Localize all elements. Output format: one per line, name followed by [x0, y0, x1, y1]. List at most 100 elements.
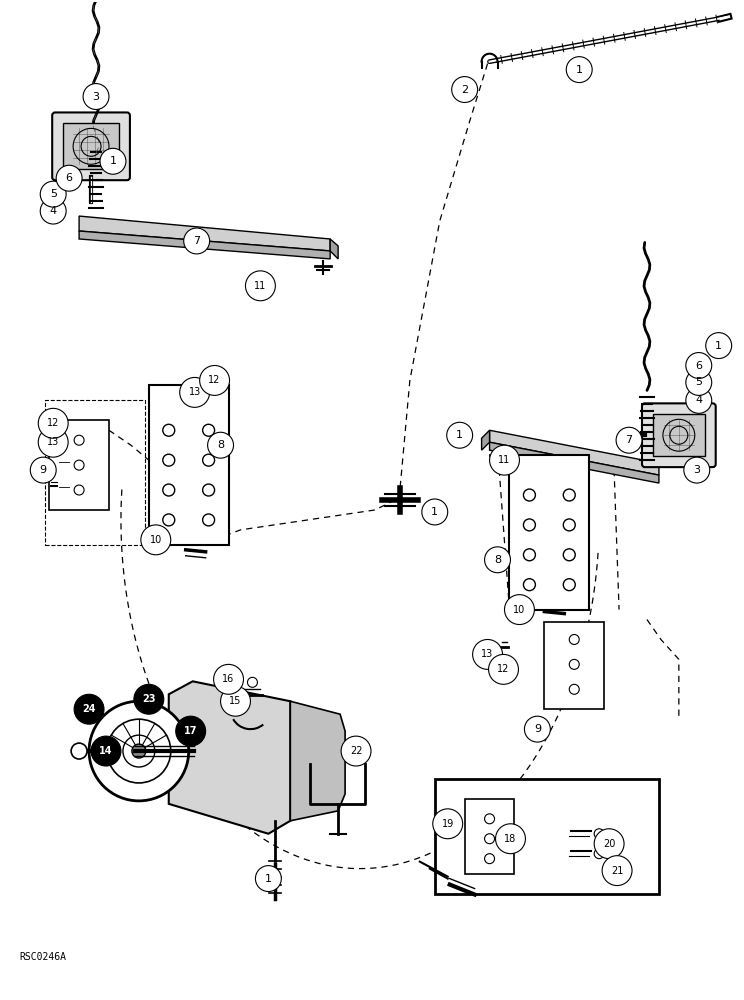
Text: 2: 2	[461, 85, 468, 95]
Text: 20: 20	[603, 839, 615, 849]
Text: 4: 4	[50, 206, 57, 216]
Circle shape	[472, 639, 502, 669]
Text: 1: 1	[265, 874, 272, 884]
Bar	[653, 414, 705, 456]
Text: 15: 15	[229, 696, 242, 706]
Text: 7: 7	[193, 236, 200, 246]
FancyBboxPatch shape	[52, 112, 130, 180]
Text: 21: 21	[611, 866, 623, 876]
Bar	[545, 622, 604, 709]
Circle shape	[214, 664, 243, 694]
Text: 13: 13	[481, 649, 494, 659]
Circle shape	[484, 834, 495, 844]
Bar	[465, 799, 514, 874]
Circle shape	[199, 366, 230, 395]
Circle shape	[40, 198, 66, 224]
Circle shape	[246, 271, 275, 301]
Text: 6: 6	[696, 361, 702, 371]
Circle shape	[89, 701, 189, 801]
Bar	[63, 123, 119, 169]
Polygon shape	[490, 442, 659, 483]
FancyBboxPatch shape	[642, 403, 716, 467]
Circle shape	[248, 677, 257, 687]
Circle shape	[123, 735, 155, 767]
Circle shape	[38, 427, 68, 457]
Text: 1: 1	[715, 341, 722, 351]
Circle shape	[686, 387, 712, 413]
Polygon shape	[330, 239, 338, 259]
Circle shape	[134, 684, 164, 714]
Text: 7: 7	[626, 435, 632, 445]
Text: 8: 8	[494, 555, 501, 565]
Text: 1: 1	[456, 430, 464, 440]
Circle shape	[504, 595, 534, 625]
Text: 9: 9	[39, 465, 47, 475]
Circle shape	[141, 525, 171, 555]
Text: 23: 23	[142, 694, 155, 704]
Text: 3: 3	[92, 92, 100, 102]
Text: 9: 9	[533, 724, 541, 734]
Text: 1: 1	[432, 507, 438, 517]
Circle shape	[74, 694, 104, 724]
Text: 3: 3	[693, 465, 700, 475]
Circle shape	[525, 716, 551, 742]
Circle shape	[616, 427, 642, 453]
Circle shape	[341, 736, 371, 766]
Text: 8: 8	[217, 440, 224, 450]
Circle shape	[83, 84, 109, 109]
Circle shape	[255, 866, 281, 892]
Bar	[434, 779, 659, 894]
Circle shape	[100, 148, 126, 174]
Text: 5: 5	[696, 377, 702, 387]
Text: 1: 1	[576, 65, 583, 75]
Text: 24: 24	[83, 704, 96, 714]
Circle shape	[208, 432, 234, 458]
Circle shape	[706, 333, 731, 359]
Circle shape	[132, 744, 146, 758]
Circle shape	[422, 499, 448, 525]
Circle shape	[594, 849, 604, 859]
Text: 11: 11	[498, 455, 510, 465]
Circle shape	[490, 445, 519, 475]
Polygon shape	[481, 430, 490, 450]
Circle shape	[220, 686, 251, 716]
Text: 13: 13	[47, 437, 60, 447]
Text: 4: 4	[695, 395, 702, 405]
Circle shape	[71, 743, 87, 759]
Text: 5: 5	[50, 189, 57, 199]
Circle shape	[176, 716, 205, 746]
Bar	[510, 455, 589, 610]
Text: 1: 1	[109, 156, 117, 166]
Circle shape	[38, 408, 68, 438]
Text: 13: 13	[188, 387, 201, 397]
Circle shape	[40, 181, 66, 207]
Circle shape	[566, 57, 592, 83]
Circle shape	[446, 422, 472, 448]
Circle shape	[594, 829, 624, 859]
Polygon shape	[290, 701, 345, 821]
Text: 12: 12	[497, 664, 510, 674]
Text: 18: 18	[504, 834, 516, 844]
Circle shape	[594, 829, 604, 839]
Circle shape	[496, 824, 525, 854]
Circle shape	[433, 809, 463, 839]
Text: 10: 10	[150, 535, 162, 545]
Polygon shape	[79, 231, 330, 259]
Circle shape	[602, 856, 632, 886]
Circle shape	[57, 165, 82, 191]
Circle shape	[484, 854, 495, 864]
Circle shape	[684, 457, 710, 483]
Circle shape	[686, 369, 712, 395]
Circle shape	[484, 814, 495, 824]
Text: 12: 12	[47, 418, 60, 428]
Polygon shape	[169, 681, 290, 834]
Polygon shape	[490, 430, 659, 475]
Text: 22: 22	[350, 746, 362, 756]
Circle shape	[31, 457, 57, 483]
Text: 19: 19	[442, 819, 454, 829]
Text: 10: 10	[513, 605, 525, 615]
Circle shape	[184, 228, 210, 254]
Circle shape	[686, 353, 712, 378]
Bar	[149, 385, 228, 545]
Text: 16: 16	[222, 674, 234, 684]
